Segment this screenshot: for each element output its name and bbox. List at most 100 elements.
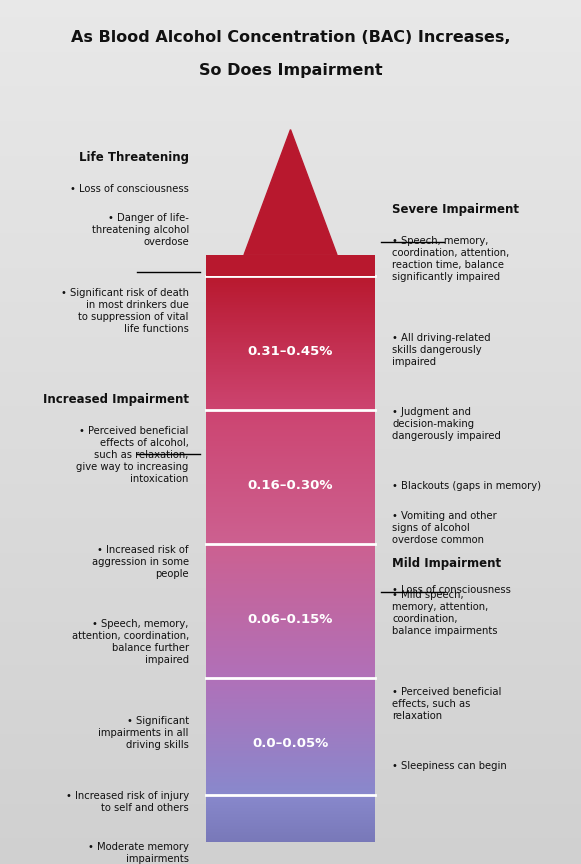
Bar [0,804,581,812]
Bar [206,566,375,568]
Text: • Increased risk of injury
to self and others: • Increased risk of injury to self and o… [66,791,189,812]
Bar [206,537,375,539]
Bar [206,786,375,788]
Bar [0,847,581,855]
Bar [206,407,375,409]
Bar [206,689,375,691]
Bar [206,662,375,664]
Bar [206,608,375,610]
Bar [206,778,375,780]
Text: Severe Impairment: Severe Impairment [392,203,519,216]
Text: • Loss of consciousness: • Loss of consciousness [392,585,511,595]
Bar [206,628,375,630]
Bar [206,710,375,712]
Bar [206,449,375,451]
Text: • Judgment and
decision-making
dangerously impaired: • Judgment and decision-making dangerous… [392,407,501,441]
Text: • Danger of life-
threatening alcohol
overdose: • Danger of life- threatening alcohol ov… [92,213,189,247]
Bar [206,471,375,473]
Bar [0,337,581,346]
Bar [206,357,375,359]
Bar [0,769,581,778]
Bar [206,761,375,763]
Bar [0,311,581,320]
Text: • Sleepiness can begin: • Sleepiness can begin [392,761,507,772]
Bar [206,346,375,348]
Bar [206,593,375,594]
Bar [206,700,375,702]
Bar [206,753,375,754]
Bar [206,282,375,283]
Bar [206,478,375,479]
Bar [206,385,375,387]
Bar [206,314,375,315]
Bar [206,441,375,442]
Bar [206,732,375,734]
Bar [206,534,375,536]
Bar [206,339,375,340]
Bar [206,621,375,623]
Bar [0,691,581,700]
Bar [0,225,581,233]
Bar [206,360,375,362]
Bar [206,321,375,323]
Bar [0,432,581,441]
Bar [206,695,375,696]
Bar [0,760,581,769]
Bar [206,457,375,459]
Bar [206,635,375,637]
Bar [206,335,375,337]
Bar [206,731,375,732]
Bar [0,544,581,553]
Bar [0,613,581,622]
Bar [0,415,581,423]
Bar [0,527,581,536]
Bar [206,594,375,596]
Bar [206,626,375,628]
Bar [206,558,375,559]
Bar [206,774,375,776]
Bar [0,700,581,708]
Bar [206,323,375,325]
Bar [206,419,375,421]
Bar [206,580,375,581]
Bar [0,35,581,43]
Bar [206,427,375,429]
Bar [206,589,375,591]
Bar [206,528,375,530]
Bar [206,539,375,541]
Bar [206,641,375,643]
Bar [206,430,375,432]
Bar [0,268,581,276]
Bar [206,412,375,414]
Bar [206,782,375,783]
Bar [206,757,375,759]
Bar [206,422,375,423]
Bar [0,467,581,475]
Bar [206,706,375,708]
Bar [206,505,375,507]
Bar [0,838,581,847]
Bar [0,138,581,147]
Bar [206,375,375,377]
Bar [206,646,375,648]
Text: • Speech, memory,
attention, coordination,
balance further
impaired: • Speech, memory, attention, coordinatio… [71,619,189,665]
Bar [206,439,375,441]
Bar [0,121,581,130]
Bar [206,380,375,382]
Bar [0,242,581,251]
Bar [206,345,375,346]
Bar [206,591,375,593]
Bar [0,562,581,570]
Bar [206,512,375,514]
Bar [206,548,375,550]
Text: Life Threatening: Life Threatening [79,151,189,164]
Bar [206,312,375,314]
Bar [206,523,375,524]
Bar [0,708,581,717]
Bar [206,532,375,534]
Bar [206,568,375,569]
Bar [206,783,375,785]
Bar [206,452,375,454]
Bar [0,346,581,354]
Bar [206,344,375,345]
